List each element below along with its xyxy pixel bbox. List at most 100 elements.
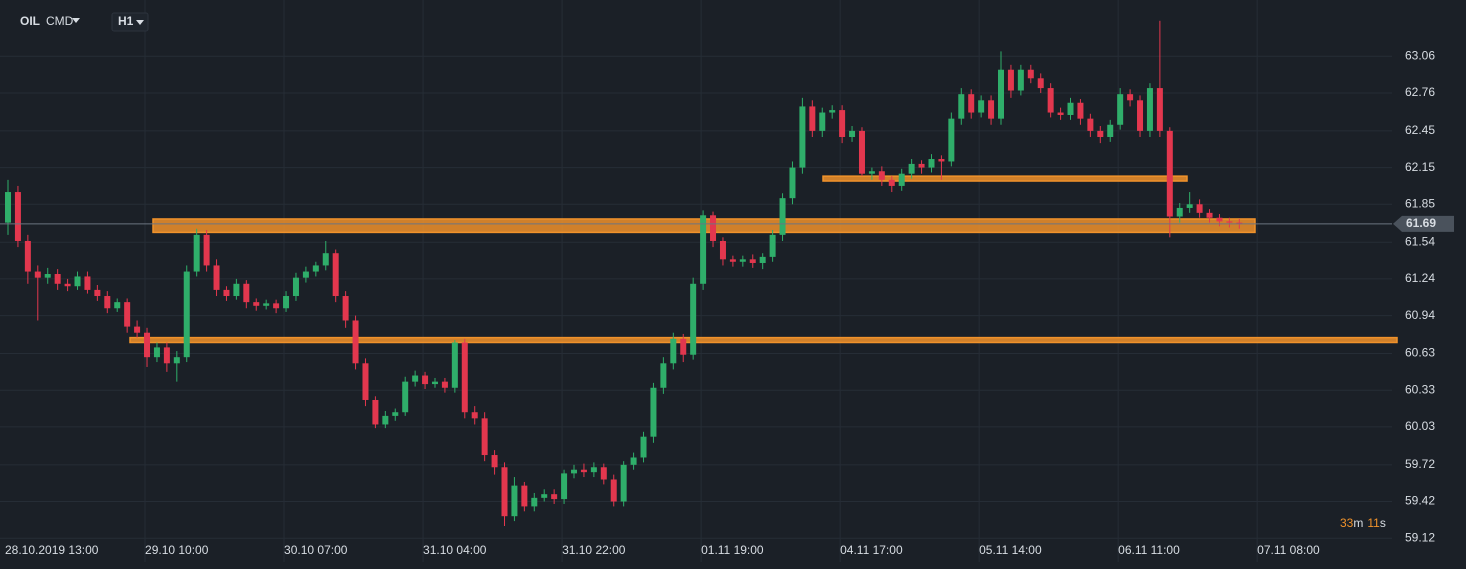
countdown-seconds: 11	[1367, 516, 1380, 530]
candle-body	[630, 457, 637, 465]
countdown: 33m 11s	[1340, 516, 1386, 530]
candle-body	[541, 494, 548, 498]
y-tick-label: 59.12	[1405, 530, 1435, 544]
candle-body	[1077, 102, 1084, 119]
candle-body	[531, 497, 538, 507]
candle-body	[372, 399, 379, 425]
candle-body	[948, 118, 955, 162]
candle-body	[1007, 69, 1014, 91]
candle-body	[422, 375, 429, 385]
candle-body	[64, 283, 71, 287]
candle-body	[392, 412, 399, 416]
candle-body	[580, 469, 587, 473]
y-tick-label: 61.54	[1405, 234, 1435, 248]
candle-body	[144, 332, 151, 358]
candle-body	[84, 276, 91, 290]
candle-body	[640, 436, 647, 458]
candle-body	[759, 256, 766, 263]
symbol[interactable]: OIL	[20, 14, 40, 28]
timeframe-dropdown[interactable]	[136, 20, 144, 25]
candle-body	[700, 215, 707, 284]
candle-body	[511, 485, 518, 517]
countdown-minutes-unit: m	[1353, 516, 1363, 530]
symbol-dropdown[interactable]	[72, 18, 80, 23]
candle-body	[471, 412, 478, 419]
candle-body	[342, 296, 349, 321]
x-tick-label: 04.11 17:00	[840, 543, 903, 557]
candle-body	[571, 469, 578, 474]
candle-body	[54, 274, 61, 284]
x-tick-label: 28.10.2019 13:00	[5, 543, 99, 557]
y-tick-label: 62.76	[1405, 85, 1435, 99]
candle-body	[481, 418, 488, 456]
candle-body	[521, 485, 528, 507]
y-tick-label: 61.85	[1405, 196, 1435, 210]
candle-body	[809, 106, 816, 131]
y-tick-label: 62.45	[1405, 123, 1435, 137]
candle-body	[858, 130, 865, 174]
countdown-minutes: 33	[1340, 516, 1354, 530]
candle-body	[263, 303, 270, 306]
candle-body	[223, 289, 230, 297]
candle-body	[1037, 78, 1044, 89]
candle-body	[193, 234, 200, 272]
candle-body	[302, 271, 309, 278]
y-tick-label: 61.24	[1405, 271, 1435, 285]
candle-body	[183, 271, 190, 358]
candle-body	[799, 106, 806, 168]
candle-body	[928, 159, 935, 168]
candle-body	[1087, 118, 1094, 131]
x-tick-label: 31.10 04:00	[423, 543, 487, 557]
candle-body	[561, 473, 568, 500]
candle-body	[660, 363, 667, 388]
candle-body	[461, 342, 468, 413]
candle-body	[1057, 112, 1064, 115]
candle-body	[312, 265, 319, 272]
candle-body	[839, 110, 846, 137]
timeframe[interactable]: H1	[118, 14, 134, 28]
candle-body	[283, 296, 290, 309]
y-tick-label: 60.94	[1405, 308, 1435, 322]
candle-body	[958, 94, 965, 119]
candle-body	[1097, 130, 1104, 137]
candle-body	[918, 163, 925, 168]
x-tick-label: 30.10 07:00	[284, 543, 348, 557]
candle-body	[749, 259, 756, 263]
candle-body	[431, 381, 438, 385]
candle-body	[134, 326, 141, 333]
candle-body	[789, 167, 796, 199]
candle-body	[382, 415, 389, 425]
candle-body	[729, 259, 736, 262]
candle-body	[739, 259, 746, 262]
candle-body	[978, 100, 985, 113]
candle-body	[1017, 69, 1024, 91]
candle-body	[1127, 94, 1134, 101]
candle-body	[451, 342, 458, 388]
timeframe-box[interactable]	[111, 12, 149, 32]
candle-body	[273, 303, 280, 309]
candle-body	[829, 110, 836, 113]
candle-body	[153, 347, 160, 358]
candle-body	[173, 357, 180, 364]
candle-body	[590, 467, 597, 473]
x-tick-label: 31.10 22:00	[562, 543, 626, 557]
candle-body	[620, 464, 627, 502]
candle-body	[819, 112, 826, 131]
candle-body	[104, 296, 111, 309]
candle-body	[888, 179, 895, 186]
candle-body	[332, 253, 339, 297]
candle-body	[1027, 69, 1034, 79]
candle-body	[1176, 207, 1183, 217]
candle-body	[74, 276, 81, 287]
candle-body	[24, 240, 31, 272]
candle-body	[114, 302, 121, 309]
candle-body	[1107, 124, 1114, 137]
candle-body	[44, 274, 51, 278]
candle-body	[441, 381, 448, 388]
candle-body	[322, 253, 329, 266]
x-tick-label: 07.11 08:00	[1257, 543, 1320, 557]
candle-body	[5, 192, 11, 223]
candle-body	[680, 338, 687, 355]
